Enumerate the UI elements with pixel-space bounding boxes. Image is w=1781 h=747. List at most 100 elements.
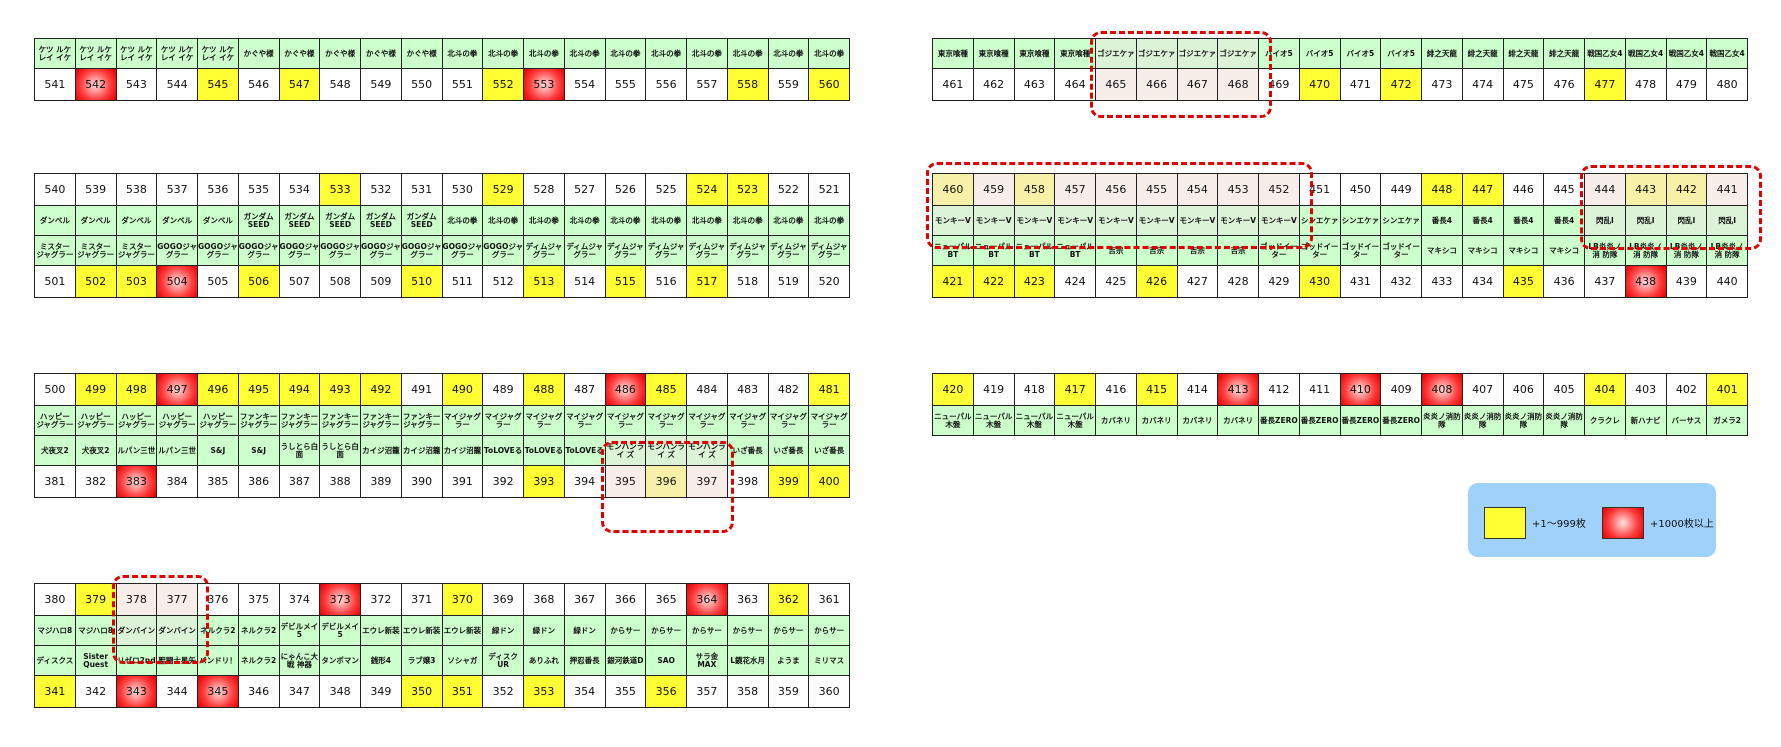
label-row: マジハロ8 マジハロ8 ダンバイン ダンバイン ネルクラ2 ネルクラ2 デビルメイ 5 デビル… <box>34 615 850 646</box>
block-541-560: ケツ ルケレイ イケ ケツ ルケレイ イケ ケツ ルケレイ イケ ケツ ルケレイ イケ… <box>34 38 850 101</box>
machine-number-cell: 524 <box>686 173 728 206</box>
machine-number-cell: 459 <box>972 173 1015 206</box>
machine-number-cell: 499 <box>74 373 117 406</box>
machine-name-cell: マイジャグ ラー <box>604 405 647 436</box>
machine-number-cell: 368 <box>523 583 565 616</box>
machine-name-cell: 北斗の拳 <box>563 205 606 236</box>
machine-name-cell: ケツ ルケレイ イケ <box>34 38 76 69</box>
machine-name-cell: ファンキー ジャグラー <box>400 405 443 436</box>
number-row: 540 539 538 537 536 535 534 533 532 531 530 529 528 5… <box>34 173 850 206</box>
machine-number-cell: 444 <box>1584 173 1626 206</box>
machine-name-cell: ゴッドイー ター <box>1339 235 1382 266</box>
machine-name-cell: 北斗の拳 <box>604 205 647 236</box>
machine-number-cell: 531 <box>400 173 443 206</box>
machine-number-cell: 470 <box>1298 68 1341 101</box>
machine-name-cell: ディムジャ グラー <box>767 235 810 266</box>
machine-number-cell: 401 <box>1706 373 1748 406</box>
machine-name-cell: 聖闘士星矢 <box>156 645 198 676</box>
machine-name-cell: ディスクUR <box>482 645 524 676</box>
machine-name-cell: カイジ沼籠 <box>400 435 443 466</box>
machine-name-cell: 吉宗 <box>1095 235 1137 266</box>
machine-name-cell: カイジ沼籠 <box>360 435 402 466</box>
machine-name-cell: 北斗の拳 <box>686 38 728 69</box>
machine-number-cell: 530 <box>441 173 484 206</box>
machine-number-cell: 547 <box>278 68 321 101</box>
machine-number-cell: 371 <box>400 583 443 616</box>
machine-number-cell: 403 <box>1624 373 1667 406</box>
machine-number-cell: 490 <box>441 373 484 406</box>
label-row: ディスクス Sister Quest リゼロ2nd 聖闘士星矢 バンドリ！ ネルクラ2 にゃ… <box>34 645 850 676</box>
machine-number-cell: 351 <box>441 675 484 708</box>
machine-name-cell: ハッピー ジャグラー <box>156 405 198 436</box>
machine-number-cell: 478 <box>1624 68 1667 101</box>
machine-number-cell: 521 <box>808 173 850 206</box>
machine-name-cell: シンエケァ <box>1339 205 1382 236</box>
machine-name-cell: ゴジエケァ <box>1135 38 1178 69</box>
machine-number-cell: 513 <box>523 265 565 298</box>
machine-number-cell: 556 <box>645 68 687 101</box>
machine-number-cell: 545 <box>197 68 239 101</box>
machine-name-cell: 番長4 <box>1421 205 1463 236</box>
machine-number-cell: 472 <box>1380 68 1422 101</box>
machine-name-cell: シンエケァ <box>1298 205 1341 236</box>
machine-number-cell: 381 <box>34 465 76 498</box>
machine-number-cell: 452 <box>1258 173 1300 206</box>
machine-number-cell: 347 <box>278 675 321 708</box>
machine-number-cell: 412 <box>1258 373 1300 406</box>
label-row: ニューパル BT ニューパル BT ニューパル BT ニューパル BT 吉宗 吉宗 吉宗 吉宗… <box>932 235 1748 266</box>
machine-name-cell: 北斗の拳 <box>645 205 687 236</box>
machine-name-cell: ようま <box>767 645 810 676</box>
machine-name-cell: ニューパル 木盤 <box>932 405 974 436</box>
number-row: 461 462 463 464 465 466 467 468 469 470 471 472 473 4… <box>932 68 1748 101</box>
machine-number-cell: 372 <box>360 583 402 616</box>
machine-name-cell: ディムジャ グラー <box>726 235 769 266</box>
machine-name-cell: モンハンライ ズ <box>645 435 687 466</box>
machine-number-cell: 515 <box>604 265 647 298</box>
machine-name-cell: いざ番長 <box>808 435 850 466</box>
machine-number-cell: 344 <box>156 675 198 708</box>
machine-number-cell: 498 <box>115 373 158 406</box>
machine-name-cell: ハッピー ジャグラー <box>115 405 158 436</box>
machine-number-cell: 468 <box>1217 68 1259 101</box>
machine-number-cell: 560 <box>808 68 850 101</box>
machine-name-cell: デビルメイ 5 <box>319 615 361 646</box>
machine-number-cell: 438 <box>1624 265 1667 298</box>
machine-name-cell: ゴジエケァ <box>1095 38 1137 69</box>
machine-number-cell: 418 <box>1013 373 1056 406</box>
machine-number-cell: 526 <box>604 173 647 206</box>
machine-number-cell: 388 <box>319 465 361 498</box>
number-row: 380 379 378 377 376 375 374 373 372 371 370 369 368 3… <box>34 583 850 616</box>
machine-name-cell: LB炎炎ノ消 防隊 <box>1584 235 1626 266</box>
machine-number-cell: 341 <box>34 675 76 708</box>
machine-name-cell: L鏡花水月 <box>726 645 769 676</box>
machine-name-cell: ハッピー ジャグラー <box>34 405 76 436</box>
machine-name-cell: カバネリ <box>1176 405 1219 436</box>
machine-name-cell: GOGOジャ グラー <box>156 235 198 266</box>
machine-name-cell: マキシコ <box>1461 235 1504 266</box>
machine-number-cell: 484 <box>686 373 728 406</box>
machine-number-cell: 413 <box>1217 373 1259 406</box>
machine-name-cell: ネルクラ2 <box>237 645 280 676</box>
machine-name-cell: GOGOジャ グラー <box>237 235 280 266</box>
machine-name-cell: 北斗の拳 <box>604 38 647 69</box>
machine-name-cell: リゼロ2nd <box>115 645 158 676</box>
machine-name-cell: モンキーV <box>1176 205 1219 236</box>
machine-name-cell: からサー <box>645 615 687 646</box>
machine-number-cell: 534 <box>278 173 321 206</box>
machine-name-cell: タンポマン <box>319 645 361 676</box>
machine-number-cell: 489 <box>482 373 524 406</box>
machine-name-cell: マキシコ <box>1421 235 1463 266</box>
machine-number-cell: 539 <box>74 173 117 206</box>
machine-number-cell: 378 <box>115 583 158 616</box>
machine-name-cell: ディムジャ グラー <box>563 235 606 266</box>
machine-name-cell: エウレ新装 <box>441 615 484 646</box>
machine-number-cell: 480 <box>1706 68 1748 101</box>
machine-number-cell: 429 <box>1258 265 1300 298</box>
block-401-420: 420 419 418 417 416 415 414 413 412 411 410 409 408 4… <box>932 373 1748 436</box>
label-row: 東京喰種 東京喰種 東京喰種 東京喰種 ゴジエケァ ゴジエケァ ゴジエケァ ゴジエケァ バイオ5… <box>932 38 1748 69</box>
machine-name-cell: 炎炎ノ消防 隊 <box>1543 405 1585 436</box>
machine-number-cell: 370 <box>441 583 484 616</box>
machine-name-cell: サラ金MAX <box>686 645 728 676</box>
machine-name-cell: ルパン三世 <box>156 435 198 466</box>
machine-name-cell: ディムジャ グラー <box>604 235 647 266</box>
